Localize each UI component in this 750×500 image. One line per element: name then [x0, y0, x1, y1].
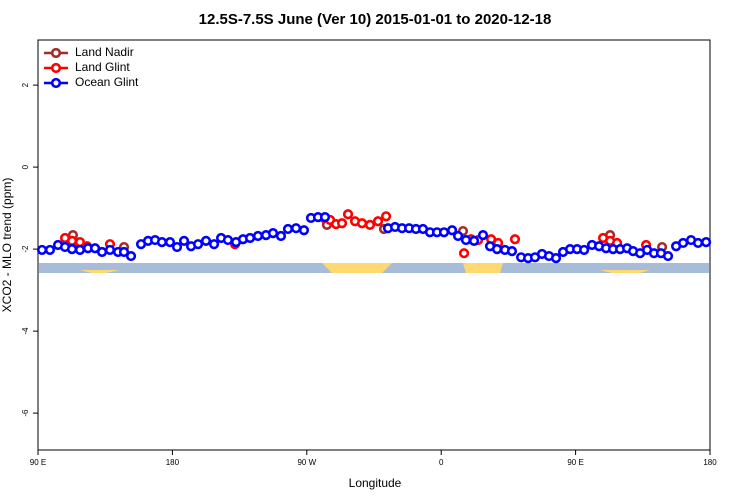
point [125, 250, 137, 262]
point [452, 230, 464, 242]
y-tick-label: 0 [21, 164, 30, 169]
point [290, 223, 302, 234]
point [156, 237, 168, 248]
x-axis-label: Longitude [349, 476, 402, 490]
y-tick-label: -2 [21, 245, 30, 253]
point [171, 241, 183, 253]
point [468, 235, 480, 246]
point [491, 244, 503, 255]
legend-marker [50, 77, 62, 89]
point [44, 244, 56, 256]
point [222, 234, 234, 246]
legend-label: Land Glint [75, 60, 130, 74]
point [200, 235, 212, 246]
point [208, 239, 220, 250]
legend-marker [50, 47, 62, 59]
point [372, 216, 384, 227]
point [692, 237, 704, 249]
point [104, 244, 116, 256]
x-tick-label: 90 E [30, 458, 46, 467]
y-tick-label: -6 [21, 409, 30, 417]
x-tick-label: 180 [703, 458, 717, 467]
point [96, 246, 108, 258]
point [701, 237, 712, 248]
point [164, 237, 176, 248]
point [509, 234, 521, 245]
point [267, 228, 279, 239]
point [662, 250, 674, 262]
legend-marker [50, 62, 62, 74]
point [244, 232, 256, 244]
point [298, 225, 310, 236]
point [550, 253, 562, 264]
x-tick-label: 90 W [297, 458, 316, 467]
point [178, 235, 190, 246]
point [66, 235, 78, 246]
point [192, 239, 204, 250]
point [447, 225, 458, 236]
point [66, 244, 78, 255]
y-tick-label: -4 [21, 327, 30, 335]
point [36, 244, 48, 256]
point [282, 223, 294, 235]
point [275, 230, 287, 242]
y-tick-label: 2 [21, 82, 30, 87]
point [678, 237, 689, 249]
point [460, 234, 472, 246]
legend-label: Land Nadir [75, 45, 134, 59]
point [438, 227, 450, 238]
y-axis-label: XCO2 - MLO trend (ppm) [0, 178, 14, 313]
land-strip [39, 263, 709, 273]
point [118, 246, 130, 258]
point [364, 219, 376, 231]
point [319, 212, 331, 223]
point [506, 246, 518, 257]
legend-label: Ocean Glint [75, 75, 139, 89]
x-tick-label: 90 E [567, 458, 583, 467]
point [458, 248, 470, 259]
chart-title: 12.5S-7.5S June (Ver 10) 2015-01-01 to 2… [199, 11, 552, 28]
point [74, 244, 86, 256]
point [477, 230, 489, 241]
point [356, 218, 368, 229]
point [579, 244, 590, 256]
point [380, 211, 392, 222]
x-tick-label: 0 [439, 458, 444, 467]
point [342, 209, 354, 220]
x-tick-label: 180 [166, 458, 180, 467]
point [252, 230, 264, 242]
point [336, 218, 348, 229]
